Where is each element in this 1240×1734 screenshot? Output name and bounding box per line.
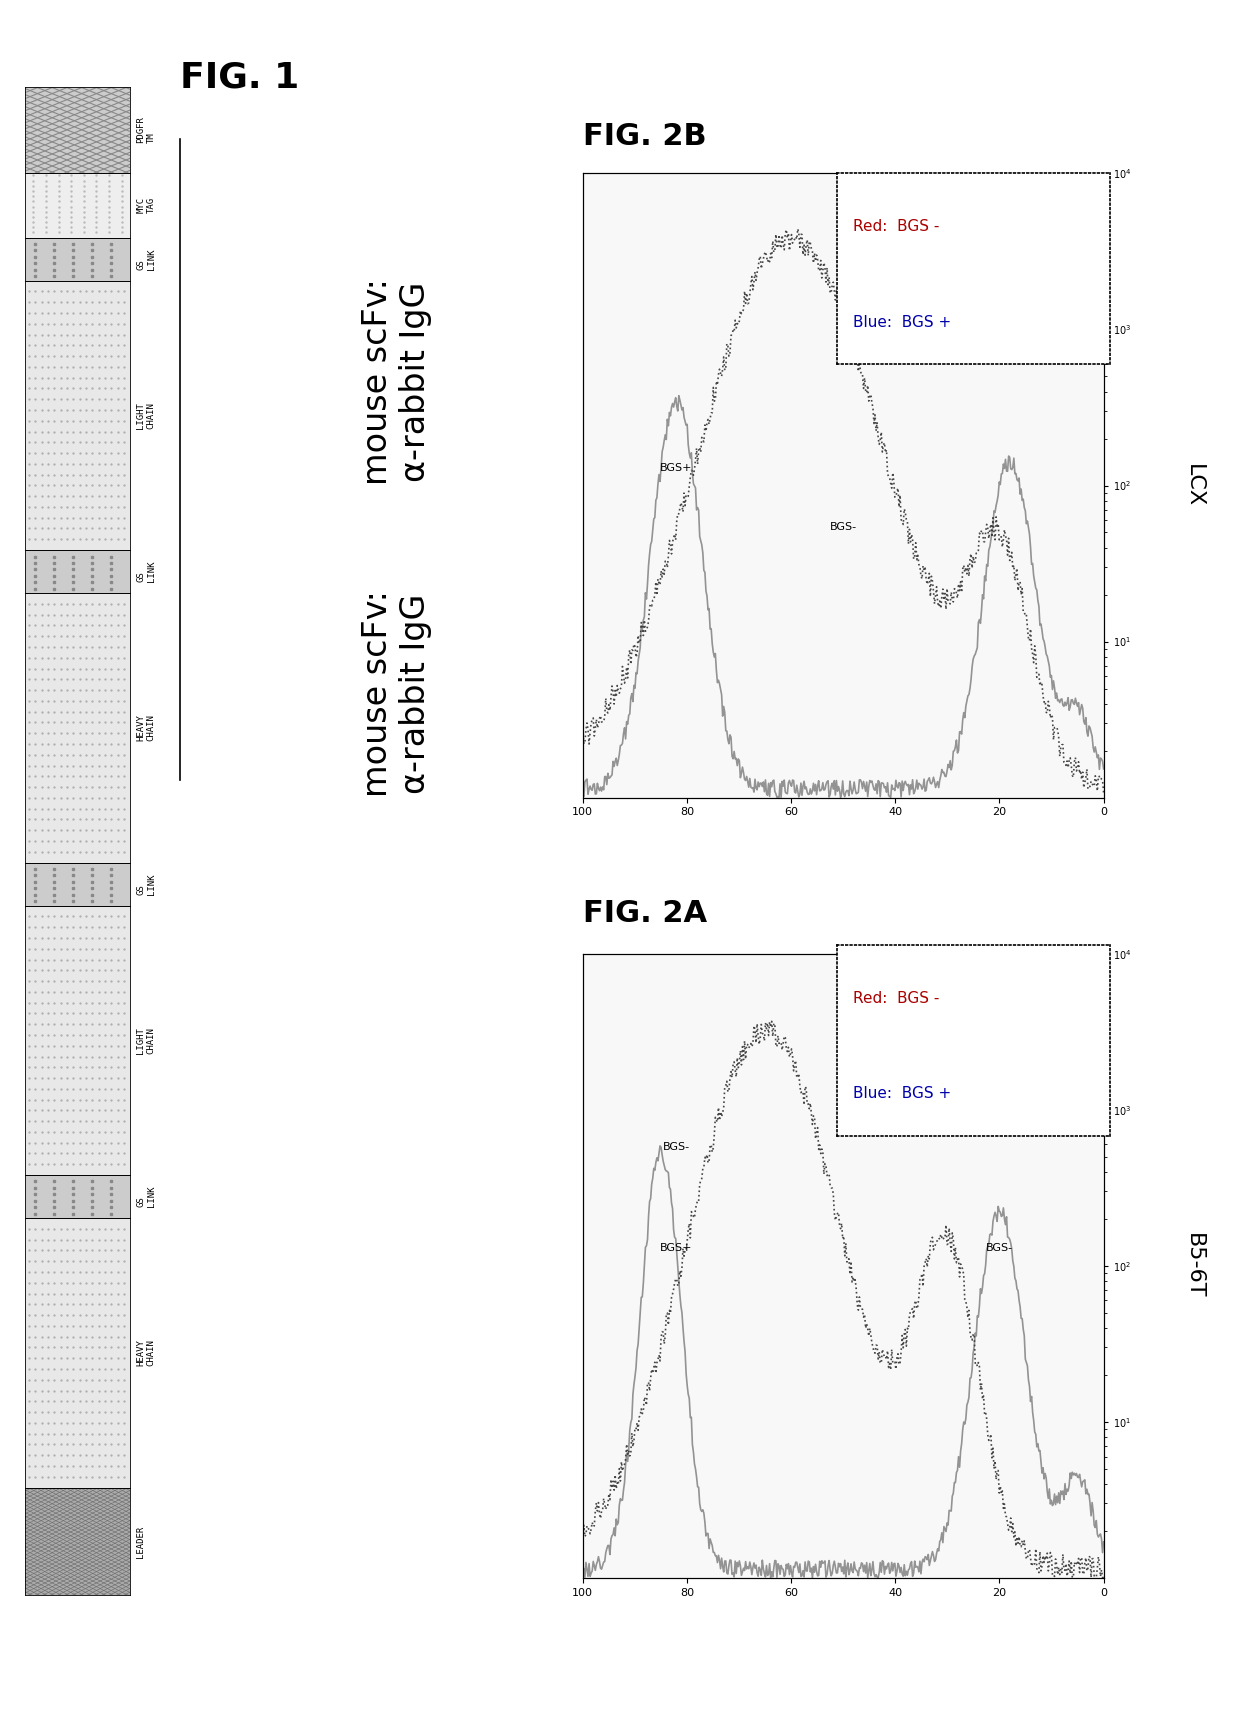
Text: mouse scFv:
α-rabbit IgG: mouse scFv: α-rabbit IgG	[361, 277, 433, 486]
Text: LEADER: LEADER	[136, 1526, 145, 1557]
Text: Red:  BGS -: Red: BGS -	[853, 218, 940, 234]
Text: Red:  BGS -: Red: BGS -	[853, 990, 940, 1006]
Text: BGS-: BGS-	[830, 522, 857, 532]
Text: LCX: LCX	[1184, 465, 1204, 506]
Text: mouse scFv:
α-rabbit IgG: mouse scFv: α-rabbit IgG	[361, 590, 433, 798]
Text: Blue:  BGS +: Blue: BGS +	[853, 1085, 951, 1101]
Text: LIGHT
CHAIN: LIGHT CHAIN	[136, 1027, 156, 1054]
Text: HEAVY
CHAIN: HEAVY CHAIN	[136, 1339, 156, 1366]
Text: FIG. 2B: FIG. 2B	[583, 121, 707, 151]
Text: LIGHT
CHAIN: LIGHT CHAIN	[136, 402, 156, 428]
Text: GS
LINK: GS LINK	[136, 1186, 156, 1207]
Text: B5-6T: B5-6T	[1184, 1233, 1204, 1299]
Text: BGS-: BGS-	[663, 1143, 691, 1151]
Text: PDGFR
TM: PDGFR TM	[136, 116, 156, 144]
Text: BGS+: BGS+	[660, 463, 693, 473]
Text: FIG. 2A: FIG. 2A	[583, 898, 707, 928]
Text: Blue:  BGS +: Blue: BGS +	[853, 314, 951, 329]
Text: GS
LINK: GS LINK	[136, 248, 156, 271]
Text: BGS-: BGS-	[986, 1243, 1013, 1254]
Text: HEAVY
CHAIN: HEAVY CHAIN	[136, 714, 156, 740]
Text: MYC
TAG: MYC TAG	[136, 198, 156, 213]
Text: FIG. 1: FIG. 1	[180, 61, 299, 95]
Text: GS
LINK: GS LINK	[136, 874, 156, 895]
Text: GS
LINK: GS LINK	[136, 560, 156, 583]
Text: BGS+: BGS+	[660, 1243, 693, 1254]
